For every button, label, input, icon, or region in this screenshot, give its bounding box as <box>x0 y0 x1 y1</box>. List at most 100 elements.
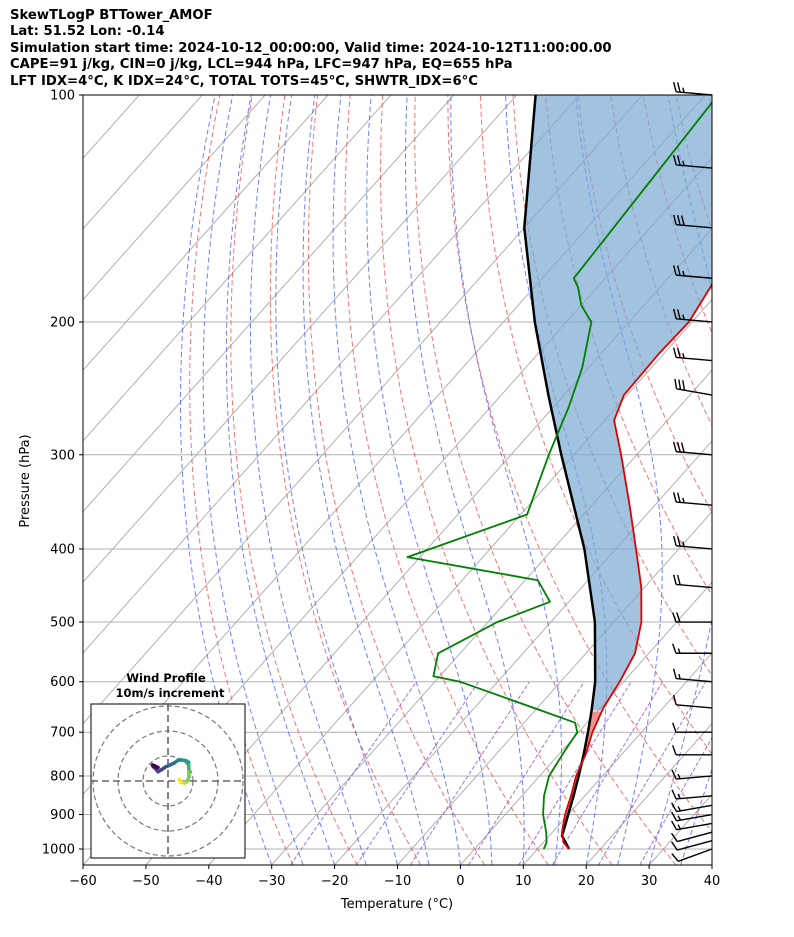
wind-barb-shaft <box>676 450 713 456</box>
wind-barb-half-feather <box>682 314 685 320</box>
dry-adiabat <box>479 95 712 755</box>
isotherm-line <box>83 95 266 301</box>
wind-barb-feather <box>672 668 677 679</box>
wind-barb-feather <box>672 722 677 733</box>
mixing-ratio-line <box>409 681 530 865</box>
wind-barb <box>670 840 713 851</box>
isotherm-line <box>83 95 329 372</box>
mixing-ratio-line <box>355 681 479 865</box>
isotherm-line <box>208 298 712 865</box>
wind-barb <box>672 668 713 683</box>
mixing-ratio-line <box>551 681 664 865</box>
wind-barb-half-feather <box>682 497 685 503</box>
wind-barb-feather <box>670 832 678 842</box>
parcel-profile-line <box>523 95 597 850</box>
isotherm-line <box>711 864 712 865</box>
wind-barb-half-feather <box>682 541 685 547</box>
moist-adiabat <box>332 95 461 865</box>
wind-barb <box>672 308 713 323</box>
sounding-profiles <box>406 95 712 850</box>
wind-barb <box>672 265 713 279</box>
y-axis-label: Pressure (hPa) <box>18 434 33 527</box>
wind-barb-feather <box>671 769 677 780</box>
header-line-title: SkewTLogP BTTower_AMOF <box>10 8 213 23</box>
isotherm-line <box>522 652 712 865</box>
wind-barb-shaft <box>677 840 713 851</box>
wind-barb-feather <box>676 442 681 453</box>
hodograph-plot <box>91 704 245 858</box>
wind-barb-shaft <box>676 164 713 169</box>
wind-barb-feather <box>680 215 685 226</box>
x-tick-label: 40 <box>704 874 721 889</box>
x-tick-label: −50 <box>132 874 159 889</box>
wind-barb-shaft <box>677 848 713 862</box>
hodograph-subtitle: 10m/s increment <box>116 686 225 700</box>
dry-adiabat <box>774 95 794 865</box>
wind-barb <box>672 643 712 654</box>
header-line-cape: CAPE=91 j/kg, CIN=0 j/kg, LCL=944 hPa, L… <box>10 57 513 73</box>
header-line-indices: LFT IDX=4°C, K IDX=24°C, TOTAL TOTS=45°C… <box>10 73 478 89</box>
x-tick-label: 20 <box>578 874 595 889</box>
isotherm-line <box>585 722 712 865</box>
mixing-ratio-lines <box>290 681 712 865</box>
header-line-location: Lat: 51.52 Lon: -0.14 <box>10 24 165 40</box>
wind-barb-feather <box>676 215 681 226</box>
wind-barb <box>672 441 713 456</box>
wind-barb-shaft <box>676 318 713 323</box>
wind-barb <box>674 378 713 396</box>
wind-barb-feather <box>672 612 677 623</box>
wind-barb-shaft <box>676 583 713 589</box>
wind-barb-feather <box>671 853 679 862</box>
wind-barb-feather <box>676 309 681 320</box>
wind-barb <box>671 811 713 822</box>
mixing-ratio-line <box>518 681 632 865</box>
wind-barb-feather <box>676 492 681 503</box>
wind-barb-feather <box>672 574 677 585</box>
wind-barb-feather <box>671 789 677 800</box>
wind-barb-shaft <box>676 775 713 780</box>
dry-adiabat <box>189 95 294 865</box>
wind-barb-feather <box>680 442 685 453</box>
wind-barb-half-feather <box>682 270 685 276</box>
dewpoint-profile-line <box>406 101 712 850</box>
y-tick-label: 900 <box>50 808 75 823</box>
wind-barb-feather <box>672 308 677 320</box>
x-axis-label: Temperature (°C) <box>340 897 453 912</box>
wind-barb-shaft <box>676 822 713 831</box>
wind-barb <box>672 81 713 96</box>
wind-barb-shaft <box>676 677 713 683</box>
isotherm-line <box>83 95 203 230</box>
moist-adiabat <box>680 767 712 865</box>
wind-barbs <box>670 81 713 862</box>
wind-barb <box>671 789 713 800</box>
moist-adiabat <box>648 95 712 865</box>
wind-barb-shaft <box>676 545 713 550</box>
moist-adiabat <box>275 95 398 865</box>
hodograph-trace-segment <box>155 765 160 770</box>
wind-barb-feather <box>676 155 681 166</box>
y-tick-label: 200 <box>50 315 75 330</box>
x-tick-label: 10 <box>515 874 532 889</box>
dry-adiabat <box>577 95 712 514</box>
wind-barb-shaft <box>676 813 713 822</box>
wind-barb-feather <box>671 802 678 812</box>
hodograph-title: Wind Profile <box>126 671 206 685</box>
wind-barb <box>671 802 713 813</box>
dry-adiabat <box>344 95 549 865</box>
header-line-times: Simulation start time: 2024-10-12_00:00:… <box>10 40 612 56</box>
wind-barb <box>671 769 713 780</box>
wind-barb-feather <box>670 841 678 851</box>
dry-adiabat <box>379 95 613 865</box>
wind-barb <box>671 848 713 862</box>
wind-barb-feather <box>672 492 677 503</box>
y-tick-label: 700 <box>50 726 75 741</box>
wind-barb-feather <box>671 811 678 822</box>
isotherm-line <box>334 440 712 865</box>
wind-barb-feather <box>672 694 677 705</box>
wind-barb <box>672 574 713 589</box>
x-tick-label: 0 <box>456 874 464 889</box>
wind-barb-feather <box>676 82 681 93</box>
wind-barb-feather <box>676 574 681 585</box>
wind-barb-feather <box>672 347 677 358</box>
moist-adiabat <box>302 95 430 865</box>
